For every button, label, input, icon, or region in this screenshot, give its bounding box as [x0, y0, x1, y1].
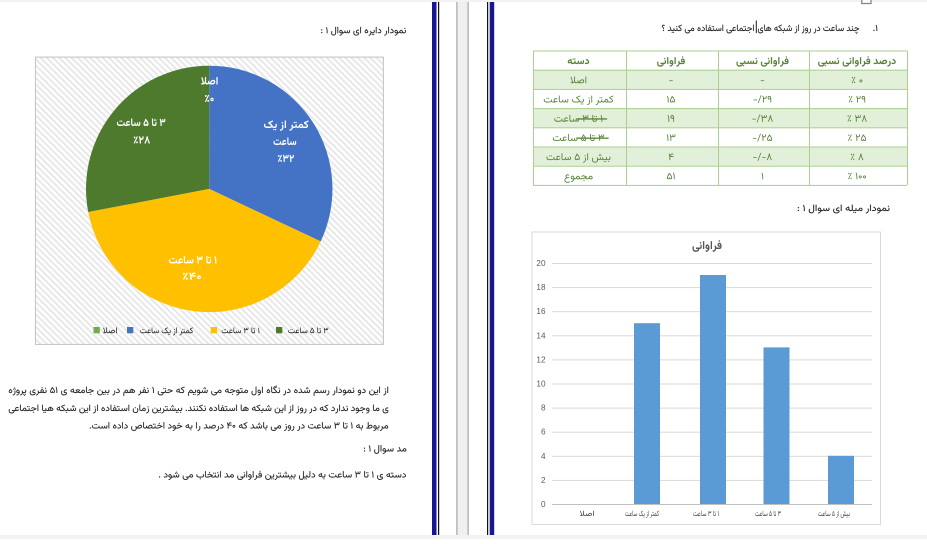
svg-text:20: 20 — [536, 259, 546, 268]
svg-text:14: 14 — [536, 331, 546, 340]
svg-text:0: 0 — [541, 500, 546, 509]
svg-text:8: 8 — [541, 404, 546, 413]
svg-text:6: 6 — [541, 428, 546, 437]
svg-text:10: 10 — [536, 380, 546, 389]
svg-text:2: 2 — [541, 476, 546, 485]
svg-text:18: 18 — [536, 283, 546, 292]
svg-text:12: 12 — [536, 355, 546, 364]
svg-text:16: 16 — [536, 307, 546, 316]
svg-text:4: 4 — [541, 452, 546, 461]
